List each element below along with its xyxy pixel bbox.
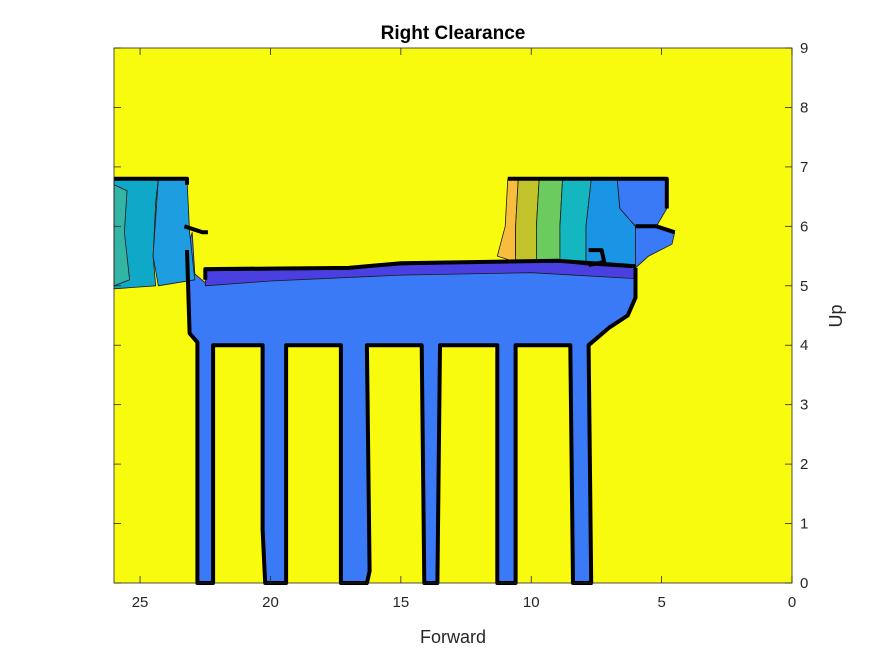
chart-title: Right Clearance: [381, 23, 526, 44]
y-tick-label: 6: [800, 218, 808, 235]
contour-line-right-step-outline: [635, 224, 676, 235]
x-tick-label: 15: [393, 594, 410, 611]
x-tick-label: 25: [132, 594, 149, 611]
contour-line-left-top-outline: [114, 176, 189, 185]
x-axis: 25 20 15 10 5 0: [132, 48, 796, 611]
y-tick-label: 1: [800, 516, 808, 533]
x-tick-label: 5: [657, 594, 665, 611]
y-tick-label: 3: [800, 397, 808, 414]
y-axis-label: Up: [826, 304, 846, 327]
contour-line-right-notch-outline: [588, 248, 607, 267]
y-tick-label: 9: [800, 40, 808, 57]
y-tick-label: 8: [800, 99, 808, 116]
region-right-contour-3: [536, 179, 563, 263]
y-axis: 0 1 2 3 4 5 6 7 8 9: [114, 40, 808, 592]
contour-line-deck-top-outline: [203, 258, 636, 280]
contour-line-right-top-outline: [507, 176, 669, 209]
y-tick-label: 5: [800, 278, 808, 295]
axes-box: [113, 47, 793, 584]
y-tick-label: 0: [800, 575, 808, 592]
plot-area: [113, 47, 793, 585]
x-axis-label: Forward: [420, 627, 486, 647]
x-tick-label: 10: [523, 594, 540, 611]
y-tick-label: 4: [800, 337, 808, 354]
x-tick-label: 0: [788, 594, 796, 611]
y-tick-label: 7: [800, 159, 808, 176]
contour-line-left-step-outline: [183, 224, 208, 235]
region-right-contour-2: [515, 179, 540, 263]
x-tick-label: 20: [262, 594, 279, 611]
y-tick-label: 2: [800, 456, 808, 473]
